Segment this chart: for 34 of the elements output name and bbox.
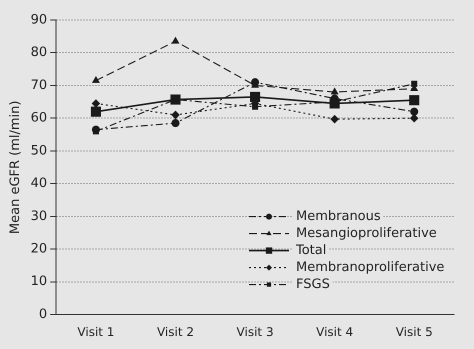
- point: [171, 119, 180, 128]
- point: [250, 92, 260, 102]
- y-tick-label: 0: [38, 306, 48, 322]
- point: [410, 108, 418, 116]
- y-tick-label: 50: [30, 143, 48, 158]
- point: [331, 88, 338, 94]
- y-tick-label: 20: [30, 242, 48, 257]
- point: [409, 95, 420, 106]
- x-tick-label: Visit 1: [77, 324, 114, 339]
- point: [90, 106, 101, 117]
- y-tick-label: 80: [30, 45, 48, 60]
- y-tick-label: 90: [30, 12, 48, 28]
- point: [172, 37, 180, 44]
- x-tick-label: Visit 5: [396, 324, 433, 339]
- point: [330, 115, 339, 124]
- y-tick-label: 40: [30, 176, 48, 192]
- legend-label: Membranoproliferative: [296, 260, 444, 275]
- legend-label: Mesangioproliferative: [296, 226, 437, 241]
- point: [92, 76, 100, 83]
- legend-label: Total: [295, 242, 326, 258]
- point: [92, 99, 100, 108]
- y-tick-label: 10: [30, 274, 48, 290]
- y-tick-label: 60: [30, 110, 48, 126]
- point: [410, 114, 418, 122]
- legend-label: Membranous: [296, 208, 381, 224]
- x-tick-label: Visit 3: [236, 324, 274, 339]
- point: [411, 80, 418, 87]
- y-tick-label: 70: [30, 78, 48, 93]
- y-axis-title: Mean eGFR (ml/min): [8, 100, 24, 234]
- legend-label: FSGS: [296, 276, 330, 292]
- y-tick-label: 30: [30, 208, 48, 224]
- x-tick-label: Visit 4: [316, 324, 354, 339]
- point: [171, 110, 180, 119]
- x-tick-label: Visit 2: [156, 324, 194, 339]
